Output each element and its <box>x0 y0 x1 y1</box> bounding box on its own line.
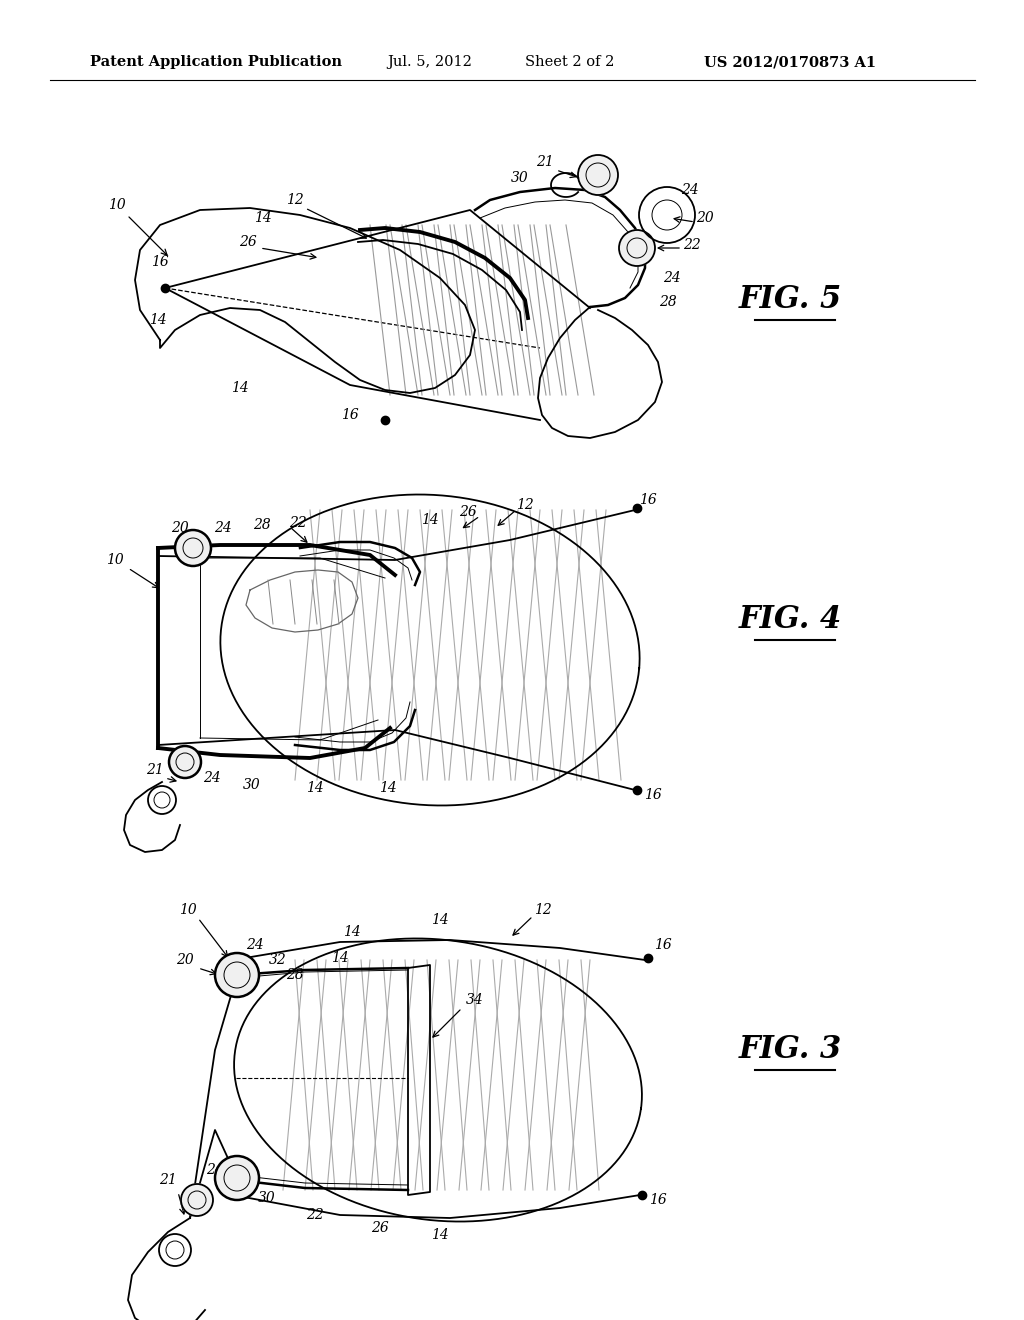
Text: 14: 14 <box>431 913 449 927</box>
Circle shape <box>618 230 655 267</box>
Text: 22: 22 <box>306 1208 324 1222</box>
Text: 14: 14 <box>150 313 167 327</box>
Text: 16: 16 <box>654 939 672 952</box>
Circle shape <box>175 531 211 566</box>
Text: 28: 28 <box>286 968 304 982</box>
Text: 12: 12 <box>535 903 552 917</box>
Text: 14: 14 <box>331 950 349 965</box>
Text: 21: 21 <box>537 154 554 169</box>
Text: 26: 26 <box>240 235 257 249</box>
Text: 24: 24 <box>246 939 264 952</box>
Text: 12: 12 <box>286 193 304 207</box>
Circle shape <box>578 154 618 195</box>
Text: 16: 16 <box>644 788 662 803</box>
Text: 26: 26 <box>459 506 477 519</box>
Text: FIG. 3: FIG. 3 <box>738 1035 842 1065</box>
Text: 24: 24 <box>214 521 231 535</box>
Text: Jul. 5, 2012: Jul. 5, 2012 <box>387 55 472 69</box>
Text: 28: 28 <box>659 294 677 309</box>
Text: 22: 22 <box>683 238 700 252</box>
Text: 14: 14 <box>254 211 272 224</box>
Text: US 2012/0170873 A1: US 2012/0170873 A1 <box>703 55 877 69</box>
Text: FIG. 4: FIG. 4 <box>738 605 842 635</box>
Text: 32: 32 <box>229 1175 247 1189</box>
Text: 24: 24 <box>206 1163 224 1177</box>
Text: 21: 21 <box>159 1173 177 1187</box>
Text: 10: 10 <box>106 553 124 568</box>
Text: 14: 14 <box>343 925 360 939</box>
Text: 16: 16 <box>649 1193 667 1206</box>
Text: 30: 30 <box>511 172 528 185</box>
Text: Sheet 2 of 2: Sheet 2 of 2 <box>525 55 614 69</box>
Text: 28: 28 <box>253 517 271 532</box>
Text: 10: 10 <box>179 903 197 917</box>
Text: 16: 16 <box>152 255 169 269</box>
Text: FIG. 5: FIG. 5 <box>738 285 842 315</box>
Text: 14: 14 <box>431 1228 449 1242</box>
Text: 34: 34 <box>466 993 484 1007</box>
Circle shape <box>181 1184 213 1216</box>
Text: 10: 10 <box>109 198 126 213</box>
Text: 14: 14 <box>306 781 324 795</box>
Text: 16: 16 <box>639 492 656 507</box>
Text: 14: 14 <box>231 381 249 395</box>
Text: 12: 12 <box>516 498 534 512</box>
Text: 32: 32 <box>269 953 287 968</box>
Circle shape <box>169 746 201 777</box>
Text: 26: 26 <box>371 1221 389 1236</box>
Circle shape <box>215 953 259 997</box>
Text: 30: 30 <box>258 1191 275 1205</box>
Text: 20: 20 <box>696 211 714 224</box>
Text: 21: 21 <box>146 763 164 777</box>
Text: 20: 20 <box>176 953 194 968</box>
Text: 22: 22 <box>289 516 307 531</box>
Circle shape <box>215 1156 259 1200</box>
Text: 24: 24 <box>203 771 221 785</box>
Text: 30: 30 <box>243 777 261 792</box>
Text: 14: 14 <box>379 781 397 795</box>
Text: 16: 16 <box>341 408 358 422</box>
Text: 24: 24 <box>664 271 681 285</box>
Text: 20: 20 <box>171 521 188 535</box>
Text: 24: 24 <box>681 183 698 197</box>
Text: 14: 14 <box>421 513 439 527</box>
Text: Patent Application Publication: Patent Application Publication <box>90 55 342 69</box>
